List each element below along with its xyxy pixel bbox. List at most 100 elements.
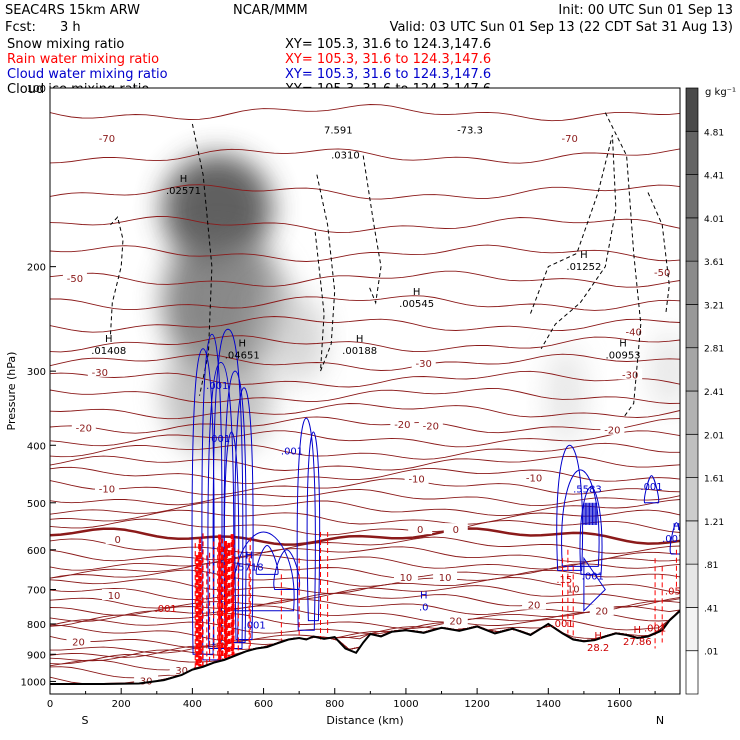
isotherm-line-26	[50, 554, 680, 571]
colorbar-swatch-4	[685, 477, 699, 522]
colorbar-swatch-5	[685, 433, 699, 478]
isotherm-line-36	[50, 609, 680, 642]
x-axis: 0 200 400 600 800 1000 1200 1400 1600	[47, 688, 656, 710]
isotherm-line-18	[50, 478, 680, 496]
rain-max-value-1: .001	[551, 619, 573, 630]
cloud-water-max-h-2: H	[673, 522, 681, 533]
x-axis-title: Distance (km)	[326, 714, 403, 727]
snow-max-h-4: H	[413, 287, 421, 298]
isotherm-label: 10	[439, 573, 452, 584]
isotherm-label: 20	[528, 601, 541, 612]
x-tick-label: 400	[183, 699, 202, 710]
isotherm-line-10	[50, 370, 680, 388]
cloud-water-max-value-4: .001	[640, 482, 662, 493]
rain-max-h-5: H	[634, 625, 642, 636]
colorbar-swatch-3	[685, 520, 699, 565]
cloud-ice-contour-2	[314, 174, 336, 372]
org-label: NCAR/MMM	[233, 3, 308, 18]
colorbar-label: .41	[704, 604, 718, 614]
rain-max-value-6: .001	[155, 604, 177, 615]
isotherm-label-bg-12	[94, 482, 119, 494]
isotherm-label: 0	[114, 535, 120, 546]
isotherm-label: -70	[561, 134, 577, 145]
isotherm-label: 20	[449, 616, 462, 627]
rain-max-value-4: 28.2	[587, 643, 609, 654]
cloud-water-max-h-3: H	[420, 590, 428, 601]
legend-snow-xy: XY= 105.3, 31.6 to 124.3,147.6	[285, 37, 491, 52]
rain-max-value-0: .15	[556, 575, 572, 586]
annotations: H.02571H.01408H.04651H.00188H.00545H.009…	[91, 126, 681, 654]
isotherm-label-bg-18	[393, 571, 418, 583]
colorbar-swatch-9	[685, 260, 699, 305]
y-tick-label: 200	[27, 263, 46, 274]
isotherm-line-21	[50, 509, 680, 525]
isotherm-label: -30	[92, 368, 108, 379]
snow-shade-blob-0	[162, 154, 273, 265]
colorbar-label: 1.61	[704, 475, 724, 485]
isotherm-label-bg-25	[66, 635, 91, 647]
snow-max-value-5: .00953	[606, 351, 641, 362]
isotherm-line-25	[50, 546, 680, 563]
y-tick-label: 700	[27, 586, 46, 597]
cloud-water-contour-11	[273, 549, 301, 591]
isotherm-label: -20	[423, 422, 439, 433]
colorbar-label: .01	[704, 648, 718, 658]
colorbar-swatch-1	[685, 607, 699, 652]
fcst-value: 3 h	[60, 20, 81, 35]
isotherm-label: -20	[394, 420, 410, 431]
cloud-water-contour-8	[306, 431, 321, 622]
snow-max-h-3: H	[356, 334, 364, 345]
x-tick-label: 1600	[607, 699, 632, 710]
isotherm-line-11	[50, 388, 680, 404]
cloud-water-contours	[191, 328, 680, 661]
cloud-water-contour-15	[643, 475, 660, 504]
legend-rain-name: Rain water mixing ratio	[7, 52, 159, 67]
isotherm-label: -20	[604, 426, 620, 437]
isotherm-label-bg-2	[62, 272, 87, 284]
isotherm-label: -10	[526, 473, 542, 484]
snow-max-value-7: .0310	[331, 151, 360, 162]
rain-max-value-3: .001	[644, 624, 666, 635]
rain-max-value-2: .05	[665, 586, 681, 597]
cloud-water-contour-6	[223, 431, 240, 644]
isotherm-line-24	[50, 536, 680, 554]
isotherm-line-22	[50, 518, 680, 536]
x-tick-label: 800	[325, 699, 344, 710]
isotherm-label: -20	[76, 424, 92, 435]
isotherm-label-bg-16	[443, 523, 468, 535]
x-tick-label: 600	[254, 699, 273, 710]
y-tick-label: 100	[27, 84, 46, 95]
snow-max-value-0: .02571	[166, 186, 201, 197]
snow-max-h-5: H	[619, 339, 627, 350]
colorbar-label: 3.21	[704, 301, 724, 311]
legend-snow-name: Snow mixing ratio	[7, 37, 124, 52]
isotherm-label-bg-10	[418, 419, 443, 431]
y-tick-label: 400	[27, 441, 46, 452]
isotherm-label-bg-24	[589, 604, 614, 616]
isotherm-line-17	[50, 466, 680, 484]
colorbar-swatch-7	[685, 347, 699, 392]
isotherm-label: 20	[72, 638, 85, 649]
snow-shade-blob-6	[546, 345, 587, 446]
isotherm-line-28	[50, 569, 680, 587]
isotherm-label: -30	[622, 370, 638, 381]
cloud-water-max-value-0: .5718	[235, 562, 264, 573]
isotherm-label-bg-6	[411, 357, 436, 369]
legend-rain-xy: XY= 105.3, 31.6 to 124.3,147.6	[285, 52, 491, 67]
cloud-water-contour-5	[234, 387, 254, 641]
colorbar-label: 2.41	[704, 388, 724, 398]
isotherm-line-6	[50, 295, 680, 311]
isotherm-label: -30	[416, 359, 432, 370]
cloud-water-contour-3	[212, 328, 244, 649]
x-tick-label: 1200	[464, 699, 489, 710]
isotherm-label-bg-17	[105, 533, 130, 545]
cloud-water-max-value-6: .001	[281, 447, 303, 458]
cloud-water-contour-17	[583, 556, 606, 612]
cloud-water-contour-4	[223, 370, 247, 644]
isotherm-label-bg-15	[408, 523, 433, 535]
isotherm-line-35	[50, 609, 680, 635]
colorbar-label: 4.01	[704, 215, 724, 225]
colorbar-swatch-2	[685, 563, 699, 608]
terrain-line	[50, 609, 680, 685]
model-title: SEAC4RS 15km ARW	[5, 3, 140, 18]
